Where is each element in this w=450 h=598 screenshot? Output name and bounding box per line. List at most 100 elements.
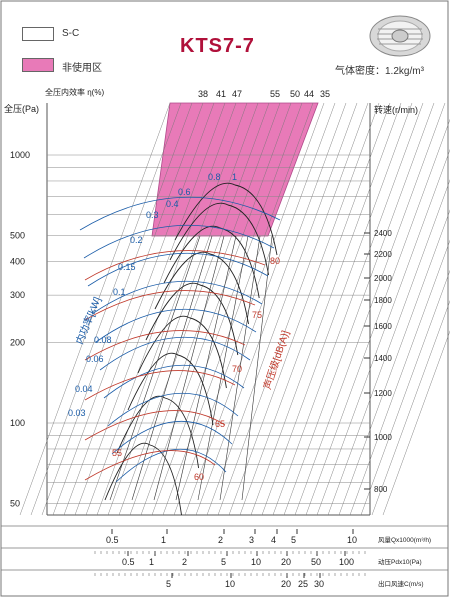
rpm-tick-label: 2400 bbox=[374, 229, 392, 238]
velocity-tick-label: 5 bbox=[166, 579, 171, 589]
efficiency-tick-label: 55 bbox=[270, 89, 280, 99]
flow-gridline bbox=[261, 102, 413, 516]
dynamic-tick-label: 10 bbox=[251, 557, 261, 567]
power-curve bbox=[115, 449, 227, 483]
flow-gridline bbox=[294, 102, 446, 516]
power-tick-label: 0.3 bbox=[146, 210, 159, 220]
flow-gridline bbox=[85, 102, 237, 516]
flow-gridline bbox=[96, 102, 248, 516]
rpm-tick-label: 1800 bbox=[374, 296, 392, 305]
flow-gridline bbox=[360, 269, 450, 516]
dynamic-tick-label: 1 bbox=[149, 557, 154, 567]
rpm-tick-label: 1000 bbox=[374, 433, 392, 442]
dynamic-tick-label: 20 bbox=[281, 557, 291, 567]
power-tick-label: 0.15 bbox=[118, 262, 136, 272]
sound-curve bbox=[84, 290, 256, 321]
flow-axis-label: 风量Qx1000(m³/h) bbox=[378, 536, 431, 544]
rpm-axis-label: 转速(r/min) bbox=[374, 104, 418, 115]
power-tick-label: 0.2 bbox=[130, 235, 143, 245]
y-tick-label: 1000 bbox=[10, 150, 30, 160]
fan-curve bbox=[145, 282, 239, 356]
chart-title: KTS7-7 bbox=[180, 35, 255, 57]
power-tick-label: 0.8 bbox=[208, 172, 221, 182]
flow-gridline bbox=[250, 102, 402, 516]
unused-region bbox=[151, 102, 319, 237]
fan-curve bbox=[174, 182, 278, 256]
velocity-tick-label: 20 bbox=[281, 579, 291, 589]
sound-tick-label: 70 bbox=[232, 364, 242, 374]
fan-curve bbox=[127, 352, 214, 426]
fan-curve bbox=[154, 251, 249, 325]
power-tick-label: 0.6 bbox=[178, 187, 191, 197]
flow-gridline bbox=[52, 102, 204, 516]
dynamic-tick-label: 0.5 bbox=[122, 557, 135, 567]
flow-tick-label: 5 bbox=[291, 535, 296, 545]
power-tick-label: 0.1 bbox=[113, 287, 126, 297]
flow-gridline bbox=[217, 102, 369, 516]
rpm-tick-label: 2200 bbox=[374, 250, 392, 259]
flow-gridline bbox=[63, 102, 215, 516]
rpm-tick-label: 1600 bbox=[374, 322, 392, 331]
y-axis-label: 全压(Pa) bbox=[4, 103, 39, 114]
fan-curve bbox=[169, 202, 270, 276]
efficiency-tick-label: 47 bbox=[232, 89, 242, 99]
y-tick-label: 100 bbox=[10, 418, 25, 428]
efficiency-tick-label: 50 bbox=[290, 89, 300, 99]
efficiency-axis-label: 全压内效率 η(%) bbox=[45, 87, 104, 97]
efficiency-line bbox=[153, 235, 225, 501]
flow-gridline bbox=[41, 102, 193, 516]
velocity-tick-label: 25 bbox=[298, 579, 308, 589]
legend-sc-label: S-C bbox=[62, 28, 80, 39]
power-curve bbox=[87, 252, 269, 287]
power-curve bbox=[95, 308, 257, 343]
flow-gridline bbox=[140, 102, 292, 516]
sound-tick-label: 65 bbox=[215, 419, 225, 429]
efficiency-line bbox=[241, 235, 273, 501]
dynamic-tick-label: 5 bbox=[221, 557, 226, 567]
power-curve bbox=[91, 280, 263, 315]
efficiency-tick-label: 41 bbox=[216, 89, 226, 99]
flow-gridline bbox=[19, 102, 171, 516]
y-tick-label: 300 bbox=[10, 290, 25, 300]
fan-curve bbox=[116, 395, 200, 469]
flow-gridline bbox=[239, 102, 391, 516]
density-note: 气体密度：1.2kg/m³ bbox=[335, 66, 424, 77]
flow-tick-label: 4 bbox=[271, 535, 276, 545]
sound-tick-label: 80 bbox=[270, 256, 280, 266]
sound-curve bbox=[84, 250, 266, 281]
rpm-tick-label: 1200 bbox=[374, 389, 392, 398]
dynamic-tick-label: 50 bbox=[311, 557, 321, 567]
flow-gridline bbox=[349, 239, 450, 516]
sound-curve bbox=[84, 330, 246, 361]
flow-tick-label: 1 bbox=[161, 535, 166, 545]
sound-curve bbox=[84, 410, 226, 441]
rpm-tick-label: 1400 bbox=[374, 354, 392, 363]
flow-gridline bbox=[129, 102, 281, 516]
flow-gridline bbox=[283, 102, 435, 516]
power-tick-label: 0.03 bbox=[68, 408, 86, 418]
flow-gridline bbox=[305, 118, 450, 516]
power-tick-label: 1 bbox=[232, 172, 237, 182]
power-tick-label: 0.08 bbox=[94, 335, 112, 345]
dynamic-axis-label: 动压Pdx10(Pa) bbox=[378, 558, 422, 566]
flow-gridline bbox=[316, 149, 450, 516]
efficiency-tick-label: 38 bbox=[198, 89, 208, 99]
fan-curve bbox=[137, 315, 227, 389]
y-tick-label: 400 bbox=[10, 257, 25, 267]
flow-tick-label: 10 bbox=[347, 535, 357, 545]
flow-gridline bbox=[327, 179, 450, 516]
legend-unused-label: 非使用区 bbox=[62, 63, 102, 74]
sound-tick-label: 60 bbox=[194, 472, 204, 482]
flow-gridline bbox=[371, 300, 450, 516]
flow-gridline bbox=[272, 102, 424, 516]
power-curve bbox=[111, 420, 233, 455]
power-tick-label: 0.04 bbox=[75, 384, 93, 394]
centrifugal-fan-impeller-icon bbox=[369, 15, 431, 57]
power-curve bbox=[79, 196, 281, 231]
y-tick-label: 500 bbox=[10, 231, 25, 241]
power-curve bbox=[99, 336, 251, 371]
efficiency-line bbox=[219, 235, 261, 501]
velocity-axis-label: 出口风速C(m/s) bbox=[378, 579, 424, 588]
